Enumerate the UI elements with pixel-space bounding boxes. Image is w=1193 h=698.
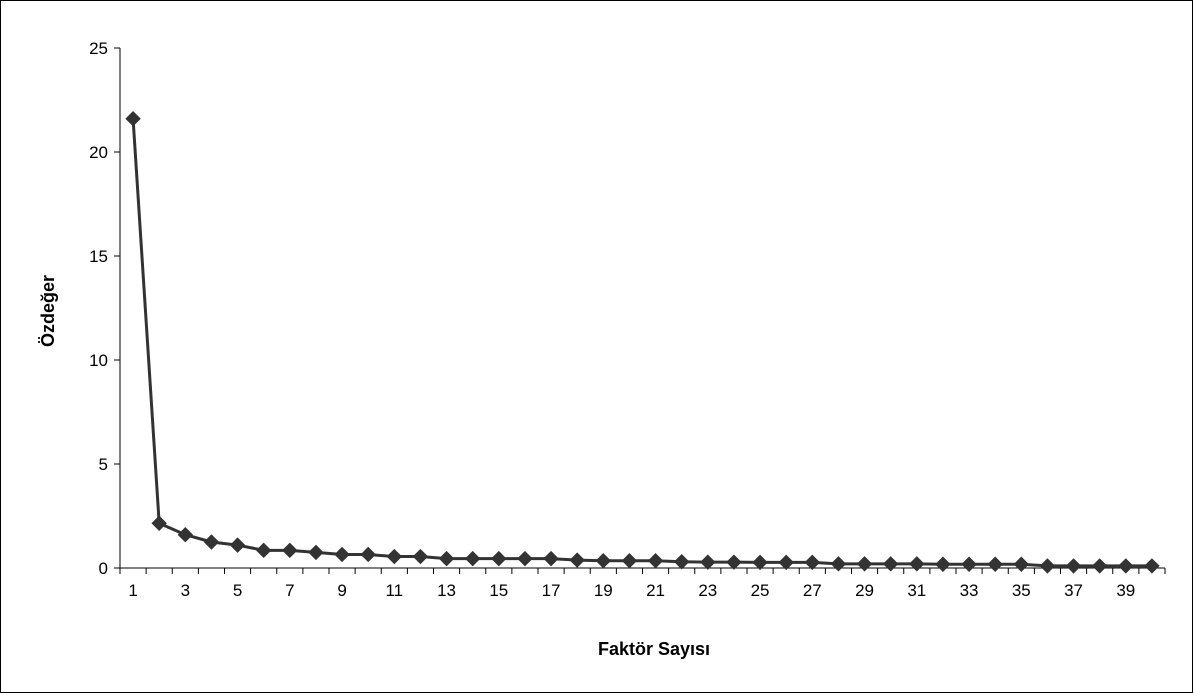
data-point-marker bbox=[595, 553, 612, 569]
y-tick-label: 20 bbox=[89, 143, 108, 162]
y-tick-label: 15 bbox=[89, 247, 108, 266]
data-point-marker bbox=[804, 554, 821, 571]
y-tick-label: 10 bbox=[89, 351, 108, 370]
data-point-marker bbox=[961, 556, 977, 572]
data-point-marker bbox=[673, 554, 690, 570]
data-point-marker bbox=[1144, 558, 1160, 574]
data-point-marker bbox=[282, 542, 298, 559]
x-tick-label: 37 bbox=[1064, 581, 1083, 600]
data-point-marker bbox=[491, 550, 507, 567]
data-point-marker bbox=[229, 537, 246, 553]
data-point-marker bbox=[464, 550, 481, 567]
data-point-marker bbox=[308, 544, 324, 561]
x-tick-label: 29 bbox=[855, 581, 874, 600]
x-axis-title: Faktör Sayısı bbox=[598, 639, 710, 659]
data-point-marker bbox=[987, 556, 1003, 572]
x-tick-label: 1 bbox=[128, 581, 137, 600]
x-tick-label: 21 bbox=[646, 581, 665, 600]
x-axis: 1 3 5 7 9 11 13 15 17 19 21 23 25 27 29 31 33 35 37 39 bbox=[119, 567, 1166, 600]
x-tick-label: 19 bbox=[594, 581, 613, 600]
x-tick-label: 25 bbox=[751, 581, 770, 600]
data-point-marker bbox=[151, 515, 167, 531]
x-tick-label: 27 bbox=[803, 581, 822, 600]
data-point-marker bbox=[569, 552, 585, 568]
x-tick-label: 15 bbox=[489, 581, 508, 600]
data-point-marker bbox=[1039, 558, 1056, 574]
x-tick-label: 33 bbox=[960, 581, 979, 600]
x-tick-label: 23 bbox=[698, 581, 717, 600]
x-tick-label: 7 bbox=[285, 581, 294, 600]
data-point-marker bbox=[203, 534, 220, 550]
y-axis: 0 5 10 15 20 25 bbox=[89, 39, 121, 578]
y-tick-label: 25 bbox=[89, 39, 108, 58]
x-tick-label: 39 bbox=[1116, 581, 1135, 600]
y-axis-title: Özdeğer bbox=[38, 275, 58, 347]
data-point-marker bbox=[909, 556, 925, 572]
data-point-marker bbox=[438, 550, 455, 567]
data-point-marker bbox=[778, 554, 794, 571]
data-point-marker bbox=[125, 111, 141, 127]
data-point-marker bbox=[935, 556, 951, 572]
data-point-marker bbox=[1013, 556, 1030, 572]
y-tick-label: 0 bbox=[99, 559, 108, 578]
data-point-marker bbox=[334, 546, 350, 563]
x-tick-label: 31 bbox=[907, 581, 926, 600]
y-tick-label: 5 bbox=[99, 455, 108, 474]
data-point-marker bbox=[386, 548, 403, 565]
x-tick-label: 9 bbox=[337, 581, 346, 600]
series-group bbox=[125, 111, 1160, 574]
series-line bbox=[131, 118, 1152, 568]
x-tick-label: 3 bbox=[181, 581, 190, 600]
data-point-marker bbox=[360, 546, 376, 563]
data-point-marker bbox=[621, 553, 638, 569]
data-point-marker bbox=[726, 554, 742, 570]
data-point-marker bbox=[543, 550, 559, 567]
data-point-marker bbox=[1118, 558, 1134, 574]
data-point-marker bbox=[1065, 558, 1082, 574]
data-point-marker bbox=[830, 556, 847, 572]
data-point-marker bbox=[856, 556, 873, 572]
data-point-marker bbox=[1091, 558, 1108, 574]
x-tick-label: 11 bbox=[385, 581, 403, 600]
data-point-marker bbox=[882, 556, 899, 572]
data-point-marker bbox=[517, 550, 533, 567]
data-point-marker bbox=[255, 542, 272, 559]
data-point-marker bbox=[647, 553, 664, 569]
x-tick-label: 35 bbox=[1012, 581, 1031, 600]
data-point-marker bbox=[752, 554, 768, 571]
data-point-marker bbox=[177, 527, 194, 543]
data-point-marker bbox=[700, 554, 716, 570]
x-tick-label: 13 bbox=[437, 581, 456, 600]
x-tick-label: 17 bbox=[542, 581, 561, 600]
x-tick-label: 5 bbox=[233, 581, 242, 600]
data-point-marker bbox=[412, 548, 429, 565]
